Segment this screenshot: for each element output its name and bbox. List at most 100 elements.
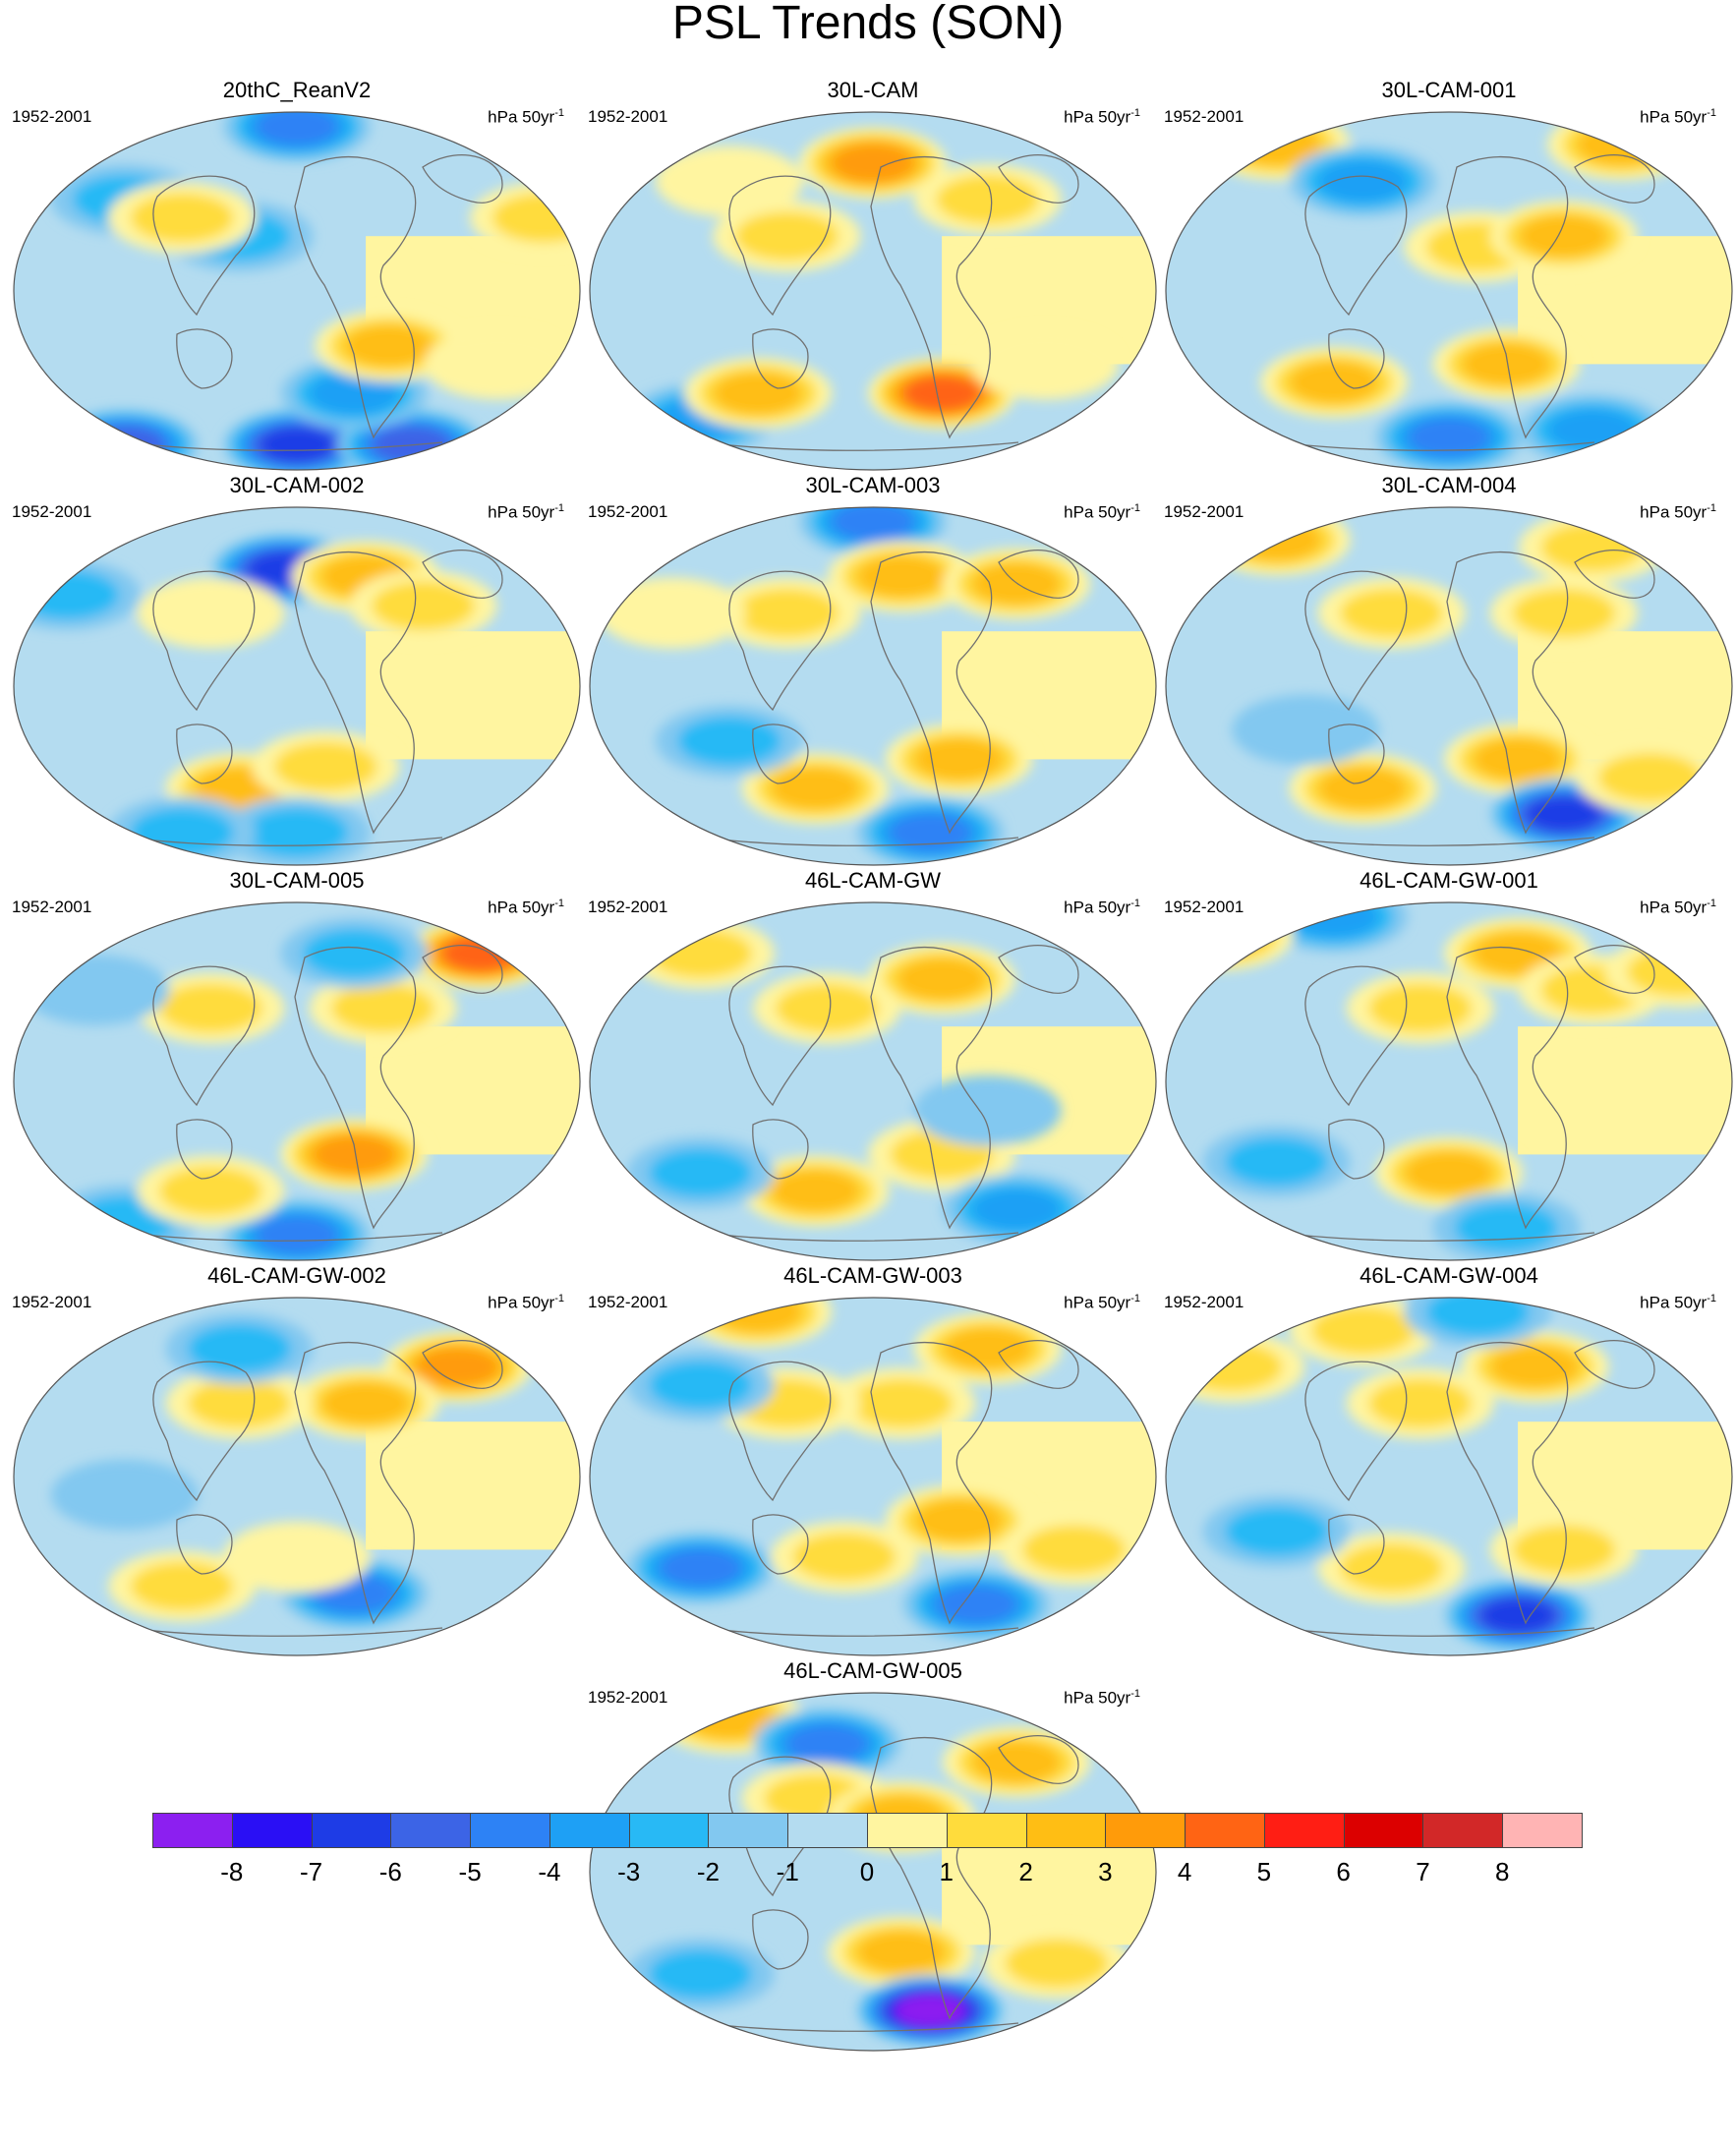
panel-units: hPa 50yr-1	[1064, 1688, 1140, 1708]
map-outline	[1165, 901, 1733, 1261]
panel-period: 1952-2001	[1164, 502, 1244, 521]
contour-blob	[371, 581, 475, 631]
panel-title: 30L-CAM-005	[229, 868, 365, 893]
panel-title: 30L-CAM-001	[1381, 78, 1517, 102]
coastline	[294, 155, 417, 439]
contour-blob	[1318, 767, 1408, 810]
coastline	[870, 946, 993, 1230]
coastline	[152, 1361, 256, 1502]
contour-blob	[256, 112, 338, 146]
contour-blob	[857, 1931, 947, 1974]
contour-blob	[792, 1532, 897, 1582]
robinson-map	[13, 506, 581, 866]
robinson-map	[1165, 901, 1733, 1261]
coastline	[1279, 1232, 1595, 1242]
coastline	[728, 1361, 832, 1502]
colorbar-tick-label: -7	[299, 1857, 323, 1886]
coastline	[703, 1627, 1019, 1637]
contour-blob	[188, 1378, 292, 1428]
colorbar-tick-label: 6	[1336, 1857, 1351, 1886]
contour-blob	[771, 1170, 860, 1212]
colorbar-swatch	[231, 1813, 313, 1848]
contour-blob	[1490, 1346, 1580, 1388]
contour-blob	[1405, 1151, 1493, 1194]
robinson-map	[589, 506, 1157, 866]
map-outline	[1165, 111, 1733, 471]
panel-title: 30L-CAM-002	[229, 473, 365, 497]
contour-blob	[660, 1548, 742, 1588]
coastline	[127, 441, 443, 451]
coastline	[176, 328, 233, 389]
colorbar-swatch	[1105, 1813, 1186, 1848]
contour-blob	[1005, 1939, 1109, 1988]
panel-title: 46L-CAM-GW-001	[1360, 868, 1538, 893]
map-outline	[589, 1692, 1157, 2052]
coastline	[1279, 837, 1595, 846]
coastline	[752, 1514, 809, 1575]
contour-blob	[936, 175, 1040, 224]
panel-title: 20thC_ReanV2	[222, 78, 372, 102]
contour-blob	[1179, 1342, 1283, 1392]
map-outline	[13, 901, 581, 1261]
robinson-map	[589, 901, 1157, 1261]
map-panel: 46L-CAM-GW-003 1952-2001 hPa 50yr-1	[586, 1264, 1160, 1665]
colorbar-tick-label: -8	[220, 1857, 244, 1886]
map-panel: 30L-CAM-005 1952-2001 hPa 50yr-1	[10, 869, 584, 1270]
contour-blob	[1368, 983, 1473, 1033]
contour-blob	[1175, 913, 1264, 957]
coastline	[1304, 1361, 1408, 1502]
contour-blob	[972, 562, 1061, 606]
map-panel: 30L-CAM-003 1952-2001 hPa 50yr-1	[586, 474, 1160, 875]
colorbar-swatch	[1422, 1813, 1504, 1848]
contour-blob	[649, 1361, 753, 1410]
map-outline	[589, 901, 1157, 1261]
coastline	[998, 945, 1079, 994]
coastline	[870, 155, 993, 439]
colorbar-tick-label: -4	[538, 1857, 561, 1886]
robinson-map	[13, 1297, 581, 1656]
colorbar-tick-label: 0	[859, 1857, 875, 1886]
contour-blob	[897, 957, 987, 1001]
figure-title: PSL Trends (SON)	[671, 0, 1065, 49]
positive-region	[366, 631, 580, 760]
coastline	[752, 1119, 809, 1180]
colorbar-tick-label: -1	[776, 1857, 799, 1886]
coastline	[1304, 570, 1408, 712]
contour-blob	[1474, 932, 1563, 975]
coastline	[870, 1736, 993, 2020]
contour-blob	[310, 372, 399, 415]
coastline	[152, 175, 256, 317]
contour-blob	[302, 928, 406, 978]
contour-blob	[857, 555, 947, 598]
coastline	[1574, 1340, 1655, 1389]
coastline	[1279, 1627, 1595, 1637]
colorbar-tick-label: 8	[1494, 1857, 1510, 1886]
panel-units: hPa 50yr-1	[488, 107, 564, 127]
contour-blob	[849, 1378, 954, 1428]
panel-units: hPa 50yr-1	[1640, 502, 1716, 522]
map-panel: 46L-CAM-GW-004 1952-2001 hPa 50yr-1	[1162, 1264, 1736, 1665]
contour-blob	[775, 983, 879, 1033]
contour-blob	[1474, 738, 1563, 781]
map-outline	[1165, 1297, 1733, 1656]
coastline	[422, 154, 503, 203]
panel-period: 1952-2001	[12, 107, 92, 126]
colorbar-tick-label: 3	[1098, 1857, 1113, 1886]
contour-blob	[158, 1166, 262, 1216]
contour-blob	[273, 741, 377, 791]
coastline	[1304, 175, 1408, 317]
robinson-map	[13, 901, 581, 1261]
contour-blob	[771, 767, 860, 810]
colorbar-tick-label: -2	[696, 1857, 720, 1886]
panel-period: 1952-2001	[12, 1293, 92, 1311]
map-outline	[1165, 506, 1733, 866]
contour-blob	[417, 1347, 498, 1386]
contour-blob	[1340, 1543, 1444, 1593]
robinson-map	[1165, 111, 1733, 471]
coastline	[127, 1232, 443, 1242]
coastline	[703, 837, 1019, 846]
colorbar	[152, 1813, 1583, 1850]
contour-blob	[972, 1188, 1061, 1231]
contour-blob	[441, 935, 519, 972]
colorbar-swatch	[390, 1813, 472, 1848]
